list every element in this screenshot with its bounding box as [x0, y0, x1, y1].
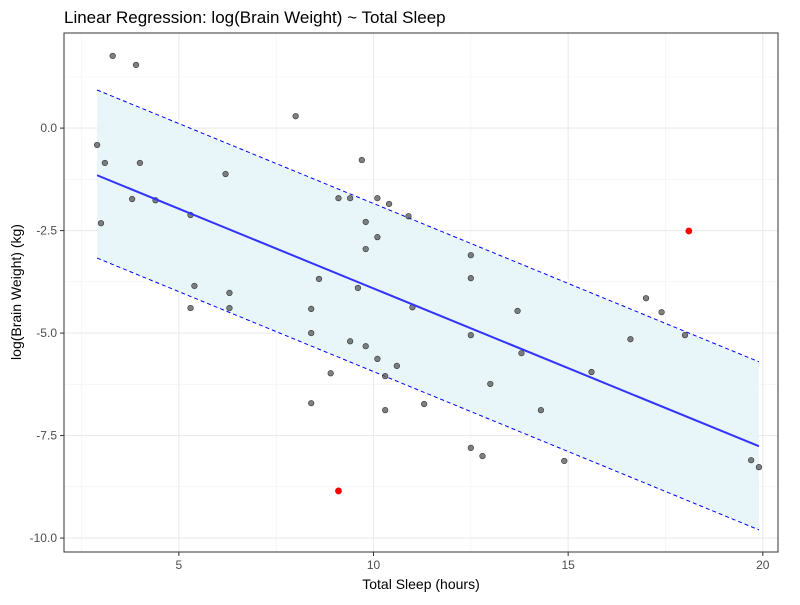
data-point: [136, 159, 144, 167]
data-point: [467, 275, 474, 282]
data-point: [358, 156, 365, 164]
y-tick-label: -2.5: [36, 224, 57, 238]
data-point: [421, 400, 428, 408]
data-point: [382, 373, 389, 380]
data-point: [658, 309, 665, 316]
data-point: [93, 141, 101, 149]
data-point: [308, 400, 315, 407]
data-point: [514, 307, 521, 315]
data-point: [308, 329, 315, 337]
data-point: [226, 304, 233, 312]
data-point: [405, 213, 412, 220]
data-point: [132, 61, 140, 69]
y-tick-label: -10.0: [30, 531, 58, 545]
x-tick-label: 15: [561, 558, 575, 572]
data-point: [362, 343, 369, 350]
data-point: [191, 282, 198, 290]
data-point: [347, 195, 354, 202]
data-point: [101, 159, 108, 167]
outlier-point: [685, 227, 693, 235]
data-point: [374, 234, 381, 241]
data-point: [362, 245, 369, 253]
data-point: [374, 195, 381, 202]
data-point: [97, 220, 105, 227]
data-point: [561, 457, 568, 465]
data-point: [681, 332, 689, 339]
data-point: [627, 336, 634, 343]
y-tick-label: -7.5: [36, 429, 57, 443]
data-point: [385, 200, 393, 208]
data-point: [393, 362, 400, 369]
data-point: [755, 464, 763, 471]
upper-bound-line: [96, 89, 760, 363]
data-point: [315, 275, 323, 283]
x-axis-label: Total Sleep (hours): [362, 576, 480, 592]
data-point: [479, 452, 486, 460]
x-tick-label: 10: [367, 558, 381, 572]
data-point: [537, 407, 545, 414]
data-point: [222, 170, 229, 178]
data-point: [187, 304, 194, 312]
data-point: [374, 355, 381, 363]
plot-panel-border: [63, 32, 779, 553]
data-point: [382, 407, 389, 414]
regression-line: [96, 174, 760, 448]
y-tick-label: 0.0: [40, 121, 57, 135]
data-point: [642, 295, 650, 302]
data-point: [467, 332, 474, 339]
data-point: [335, 195, 342, 202]
data-point: [327, 370, 334, 377]
x-tick-label: 5: [176, 558, 183, 572]
chart-title: Linear Regression: log(Brain Weight) ~ T…: [64, 8, 446, 27]
data-point: [588, 368, 595, 376]
y-axis-label: log(Brain Weight) (kg): [8, 224, 24, 360]
axis-ticks: 5 10 15 20 0.0 -2.5 -5.0 -7.5 -10.0: [30, 121, 770, 572]
points: [93, 52, 763, 495]
data-point: [354, 284, 362, 292]
data-point: [467, 444, 474, 451]
data-point: [518, 350, 525, 357]
y-tick-label: -5.0: [36, 326, 57, 340]
data-point: [109, 52, 116, 60]
data-point: [129, 195, 136, 203]
lower-bound-line: [96, 257, 760, 531]
x-tick-label: 20: [756, 558, 770, 572]
data-point: [226, 289, 233, 297]
data-point: [347, 338, 354, 345]
data-point: [292, 113, 299, 120]
data-point: [487, 380, 494, 388]
data-point: [467, 252, 474, 259]
data-point: [748, 457, 755, 464]
data-point: [362, 218, 369, 226]
outlier-point: [335, 487, 342, 495]
data-point: [308, 305, 315, 312]
